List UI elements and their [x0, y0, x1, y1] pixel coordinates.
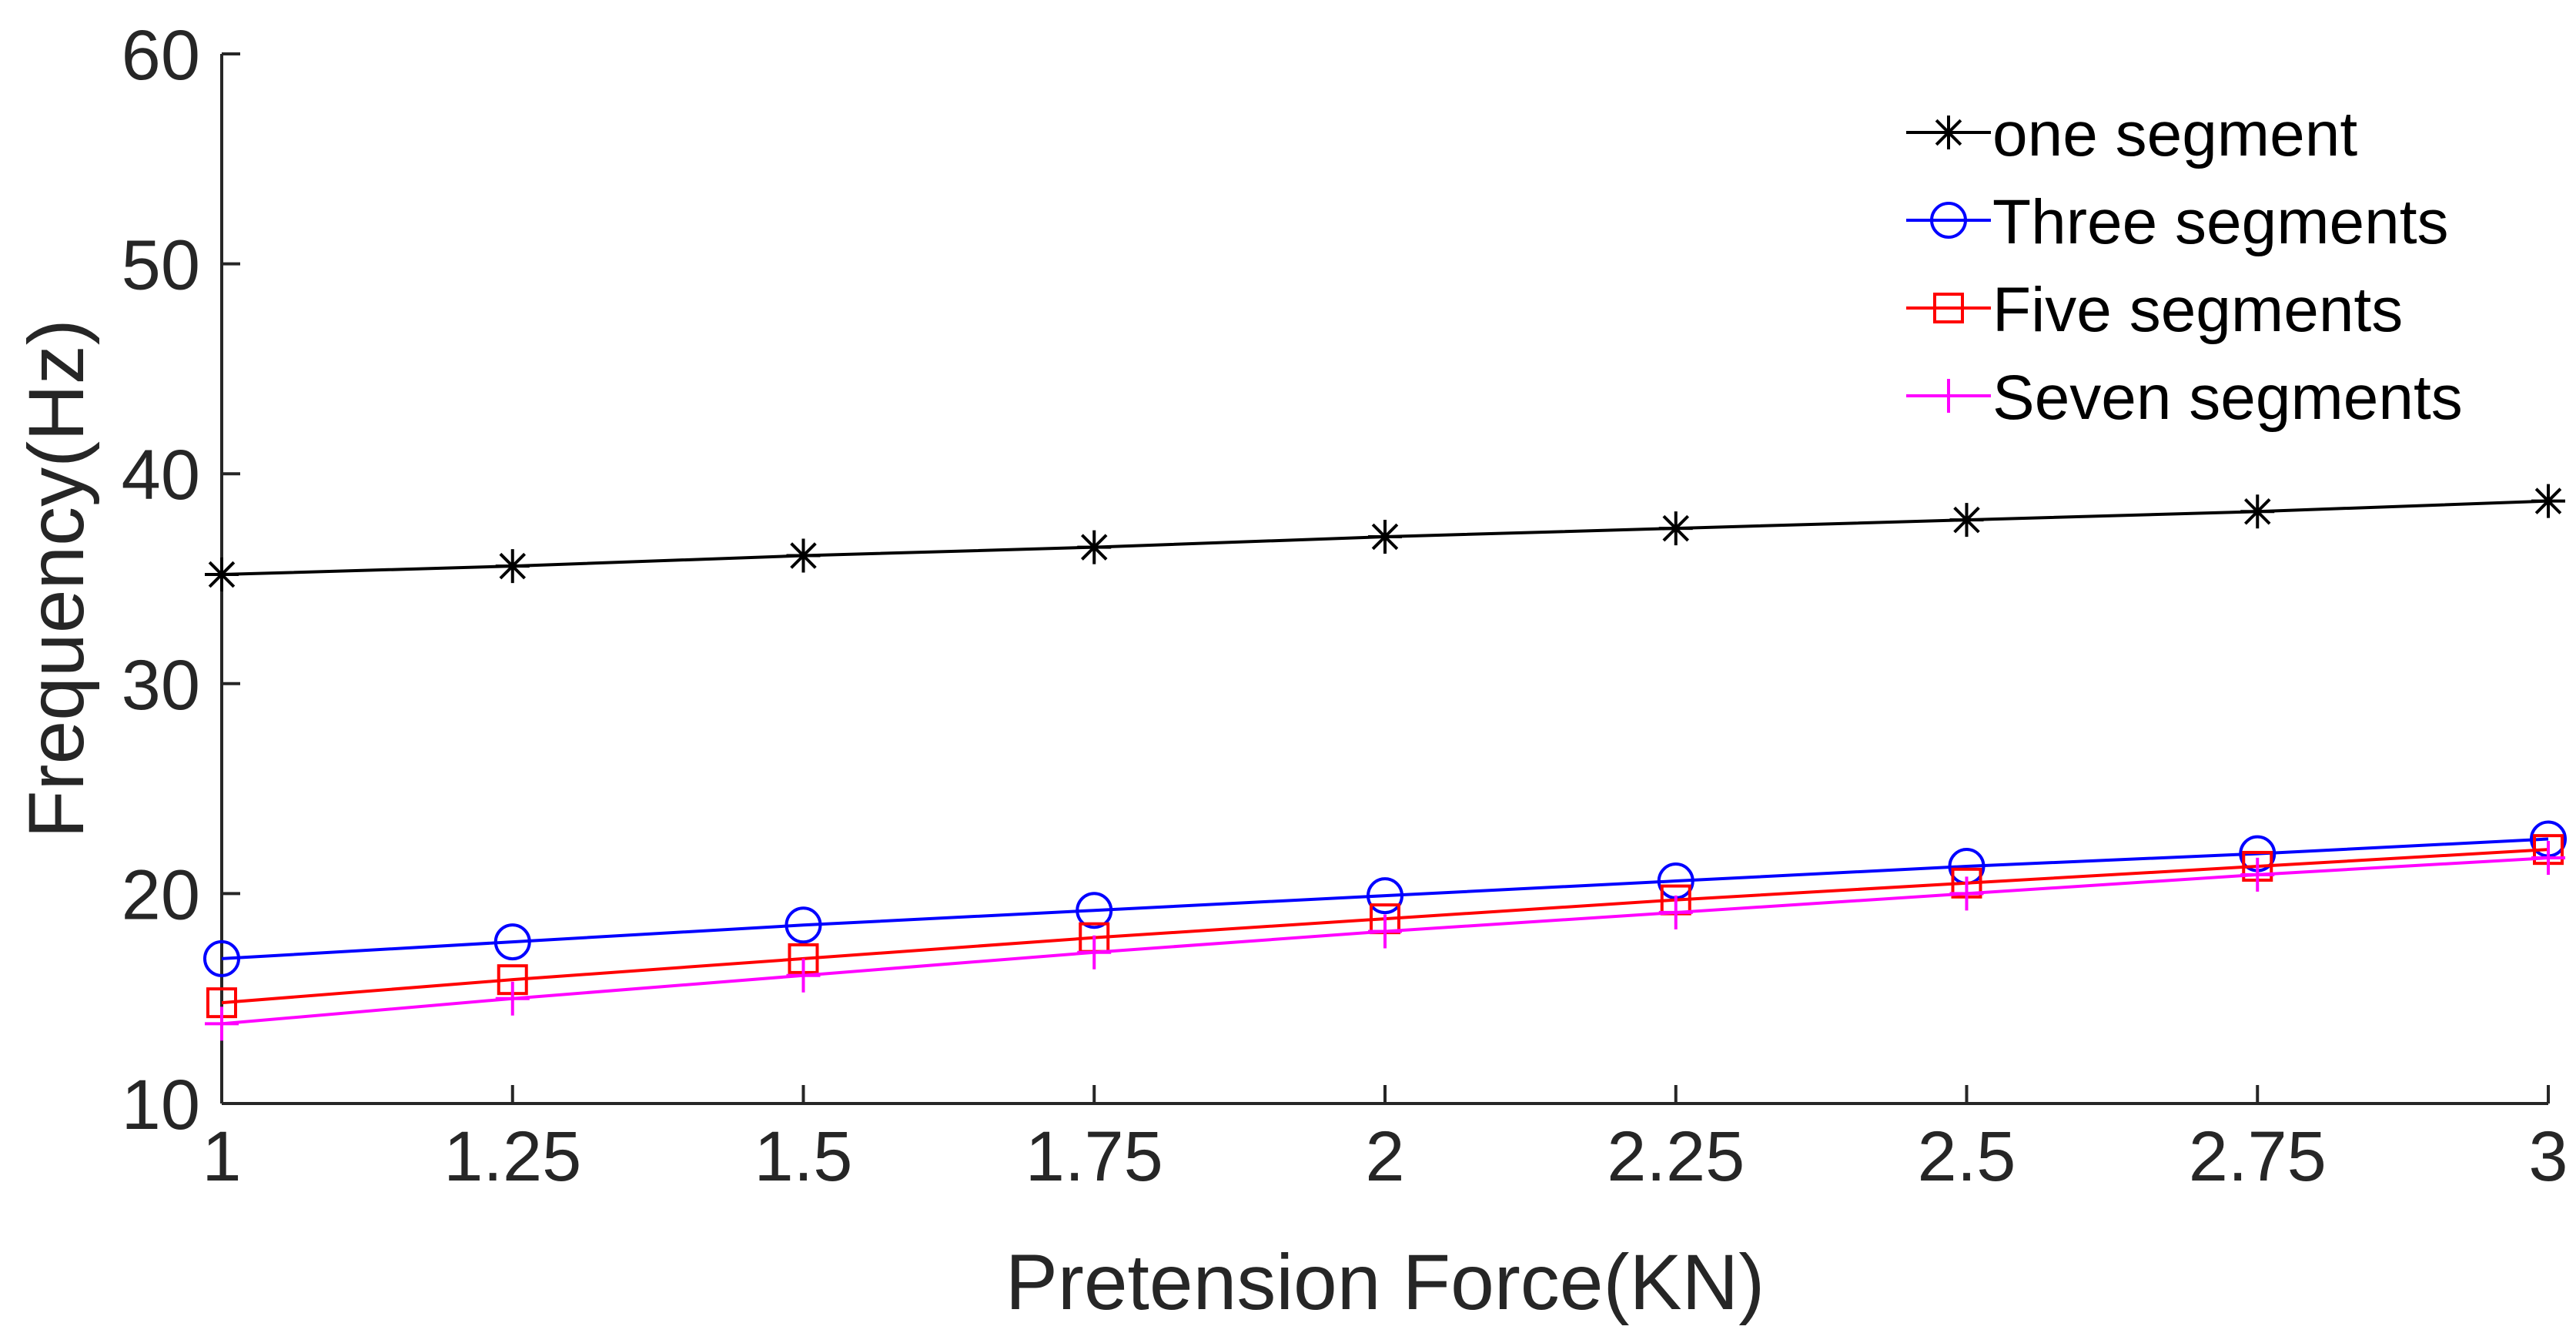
data-point	[1076, 892, 1113, 929]
x-tick-label: 2.5	[1918, 1117, 2016, 1196]
data-point	[2531, 484, 2565, 518]
y-axis-title: Frequency(Hz)	[12, 319, 100, 839]
data-point	[786, 538, 821, 573]
data-point	[1949, 876, 1984, 911]
y-tick-label: 30	[122, 646, 200, 725]
y-tick-label: 10	[122, 1066, 200, 1144]
y-tick-label: 40	[122, 436, 200, 514]
data-point	[1368, 914, 1402, 949]
data-point	[1949, 503, 1984, 538]
series-line	[221, 837, 2549, 960]
data-point	[785, 906, 822, 944]
legend-marker	[1932, 379, 1965, 413]
x-tick-label: 1	[202, 1117, 241, 1196]
data-point	[1658, 895, 1693, 929]
y-tick-label: 60	[122, 16, 200, 95]
y-tick-label: 20	[122, 856, 200, 934]
series-seven-segments	[205, 841, 2565, 1041]
legend-entry: Three segments	[1906, 187, 2449, 257]
data-point	[205, 558, 239, 592]
legend: one segment Three segments Five segments Se…	[1906, 99, 2463, 433]
series-one-segment	[205, 484, 2565, 592]
data-point	[1077, 935, 1112, 970]
legend-entry: Five segments	[1906, 275, 2403, 345]
series-group	[203, 484, 2567, 1041]
x-tick-label: 1.75	[1025, 1117, 1163, 1196]
data-point	[2531, 841, 2565, 876]
x-tick-label: 2	[1365, 1117, 1404, 1196]
legend-marker	[1932, 116, 1965, 149]
x-tick-label: 2.75	[2189, 1117, 2327, 1196]
data-point	[203, 939, 240, 977]
axes: 1 1.25 1.5 1.75 2 2.25 2.5 2.75 3 10 20 30 40 50 60	[122, 16, 2568, 1196]
legend-entry: one segment	[1906, 99, 2357, 169]
legend-label: Three segments	[1992, 187, 2449, 257]
data-point	[205, 1006, 239, 1041]
x-tick-label: 1.25	[443, 1117, 581, 1196]
x-tick-label: 1.5	[754, 1117, 853, 1196]
data-point	[1368, 519, 1402, 554]
data-point	[1367, 877, 1403, 915]
data-point	[2240, 494, 2275, 529]
x-axis-title: Pretension Force(KN)	[1005, 1238, 1765, 1326]
data-point	[493, 923, 531, 961]
x-tick-label: 3	[2528, 1117, 2568, 1196]
legend-label: one segment	[1992, 99, 2357, 169]
x-tick-label: 2.25	[1607, 1117, 1745, 1196]
data-point	[495, 981, 530, 1016]
legend-label: Five segments	[1992, 275, 2403, 345]
legend-marker	[1930, 202, 1967, 239]
data-point	[495, 549, 530, 584]
y-tick-label: 50	[122, 226, 200, 305]
data-point	[786, 958, 821, 993]
legend-marker	[1933, 293, 1964, 323]
legend-entry: Seven segments	[1906, 363, 2463, 433]
data-point	[2240, 857, 2275, 892]
data-point	[1077, 530, 1112, 564]
legend-label: Seven segments	[1992, 363, 2463, 433]
series-three-segments	[203, 820, 2567, 977]
data-point	[1658, 511, 1693, 546]
